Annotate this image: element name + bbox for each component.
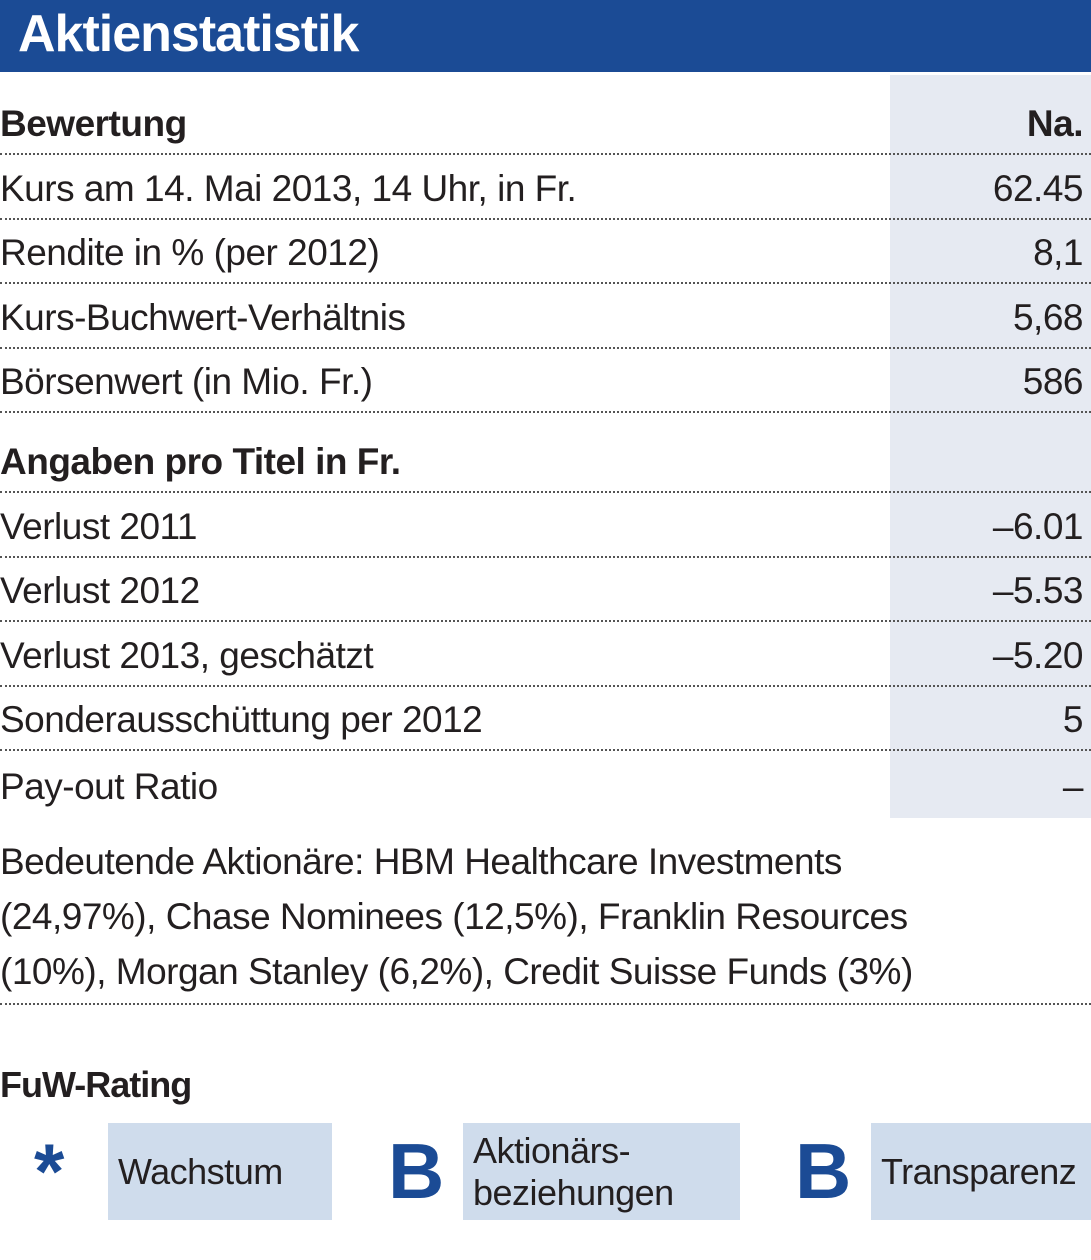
shareholders-line: (24,97%), Chase Nominees (12,5%), Frankl… [0,896,908,937]
rating-label: Wachstum [108,1123,332,1220]
row-label: Verlust 2011 [0,505,197,547]
value-column-shade [890,75,1091,818]
row-value: – [1062,765,1084,807]
row-label: Verlust 2013, geschätzt [0,634,374,676]
shareholders-line: Bedeutende Aktionäre: HBM Healthcare Inv… [0,841,842,882]
row-value: –6.01 [992,505,1084,547]
title: Aktienstatistik [18,5,359,63]
table-row: Kurs-Buchwert-Verhältnis 5,68 [0,284,1091,349]
section-heading: Bewertung [0,103,187,144]
section-heading-row: Bewertung Na. [0,75,1091,155]
row-value: 5 [1062,699,1084,740]
table-row: Rendite in % (per 2012) 8,1 [0,220,1091,284]
rating-label: Aktionärs- beziehungen [463,1123,740,1220]
table-row: Börsenwert (in Mio. Fr.) 586 [0,349,1091,413]
table-row: Verlust 2011 –6.01 [0,493,1091,558]
column-heading: Na. [1026,103,1084,144]
row-value: 8,1 [1033,232,1083,273]
table-row: Sonderausschüttung per 2012 5 [0,687,1091,751]
rating-grade: * [34,1127,65,1215]
row-label: Verlust 2012 [0,570,200,611]
rating-label: Transparenz [871,1123,1091,1220]
shareholders: Bedeutende Aktionäre: HBM Healthcare Inv… [0,834,1091,1005]
header-bar: Aktienstatistik [0,0,1091,72]
shareholders-line: (10%), Morgan Stanley (6,2%), Credit Sui… [0,951,913,992]
table-row: Verlust 2013, geschätzt –5.20 [0,622,1091,687]
row-label: Rendite in % (per 2012) [0,232,380,273]
row-label: Sonderausschüttung per 2012 [0,699,483,740]
row-label: Kurs-Buchwert-Verhältnis [0,296,406,338]
row-value: –5.20 [992,634,1084,676]
row-label: Pay-out Ratio [0,765,218,807]
row-value: –5.53 [992,570,1084,611]
row-value: 62.45 [992,167,1084,209]
section-heading-row: Angaben pro Titel in Fr. [0,411,1091,493]
rating-title: FuW-Rating [0,1064,192,1105]
row-value: 586 [1022,361,1084,402]
table-row: Pay-out Ratio – [0,751,1091,816]
row-label: Börsenwert (in Mio. Fr.) [0,361,373,402]
rating-grade: B [388,1127,445,1215]
section-heading: Angaben pro Titel in Fr. [0,441,401,482]
row-value: 5,68 [1012,296,1084,338]
table-row: Kurs am 14. Mai 2013, 14 Uhr, in Fr. 62.4… [0,155,1091,220]
row-label: Kurs am 14. Mai 2013, 14 Uhr, in Fr. [0,167,577,209]
table-row: Verlust 2012 –5.53 [0,558,1091,622]
rating-grade: B [795,1127,852,1215]
